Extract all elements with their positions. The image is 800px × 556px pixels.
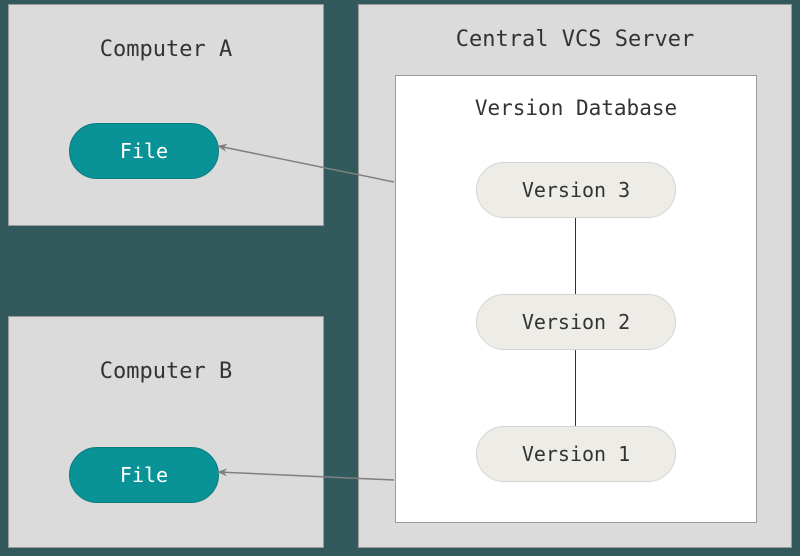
version-database-title: Version Database <box>396 96 756 120</box>
computer-a-box: Computer A File <box>8 4 324 226</box>
computer-b-title: Computer B <box>9 359 323 384</box>
computer-b-file-pill: File <box>69 447 219 503</box>
computer-a-title: Computer A <box>9 37 323 62</box>
diagram-canvas: Computer A File Computer B File Central … <box>0 0 800 556</box>
version-1-label: Version 1 <box>522 442 630 466</box>
version-1-pill: Version 1 <box>476 426 676 482</box>
computer-b-box: Computer B File <box>8 316 324 548</box>
server-title: Central VCS Server <box>359 27 791 52</box>
version-2-pill: Version 2 <box>476 294 676 350</box>
computer-a-file-pill: File <box>69 123 219 179</box>
server-box: Central VCS Server Version Database Vers… <box>358 4 792 548</box>
version-3-label: Version 3 <box>522 178 630 202</box>
computer-a-file-label: File <box>120 139 168 163</box>
version-3-pill: Version 3 <box>476 162 676 218</box>
version-connector-line <box>575 218 576 294</box>
version-connector-line <box>575 350 576 426</box>
computer-b-file-label: File <box>120 463 168 487</box>
version-2-label: Version 2 <box>522 310 630 334</box>
version-database-panel: Version Database Version 3 Version 2 Ver… <box>395 75 757 523</box>
